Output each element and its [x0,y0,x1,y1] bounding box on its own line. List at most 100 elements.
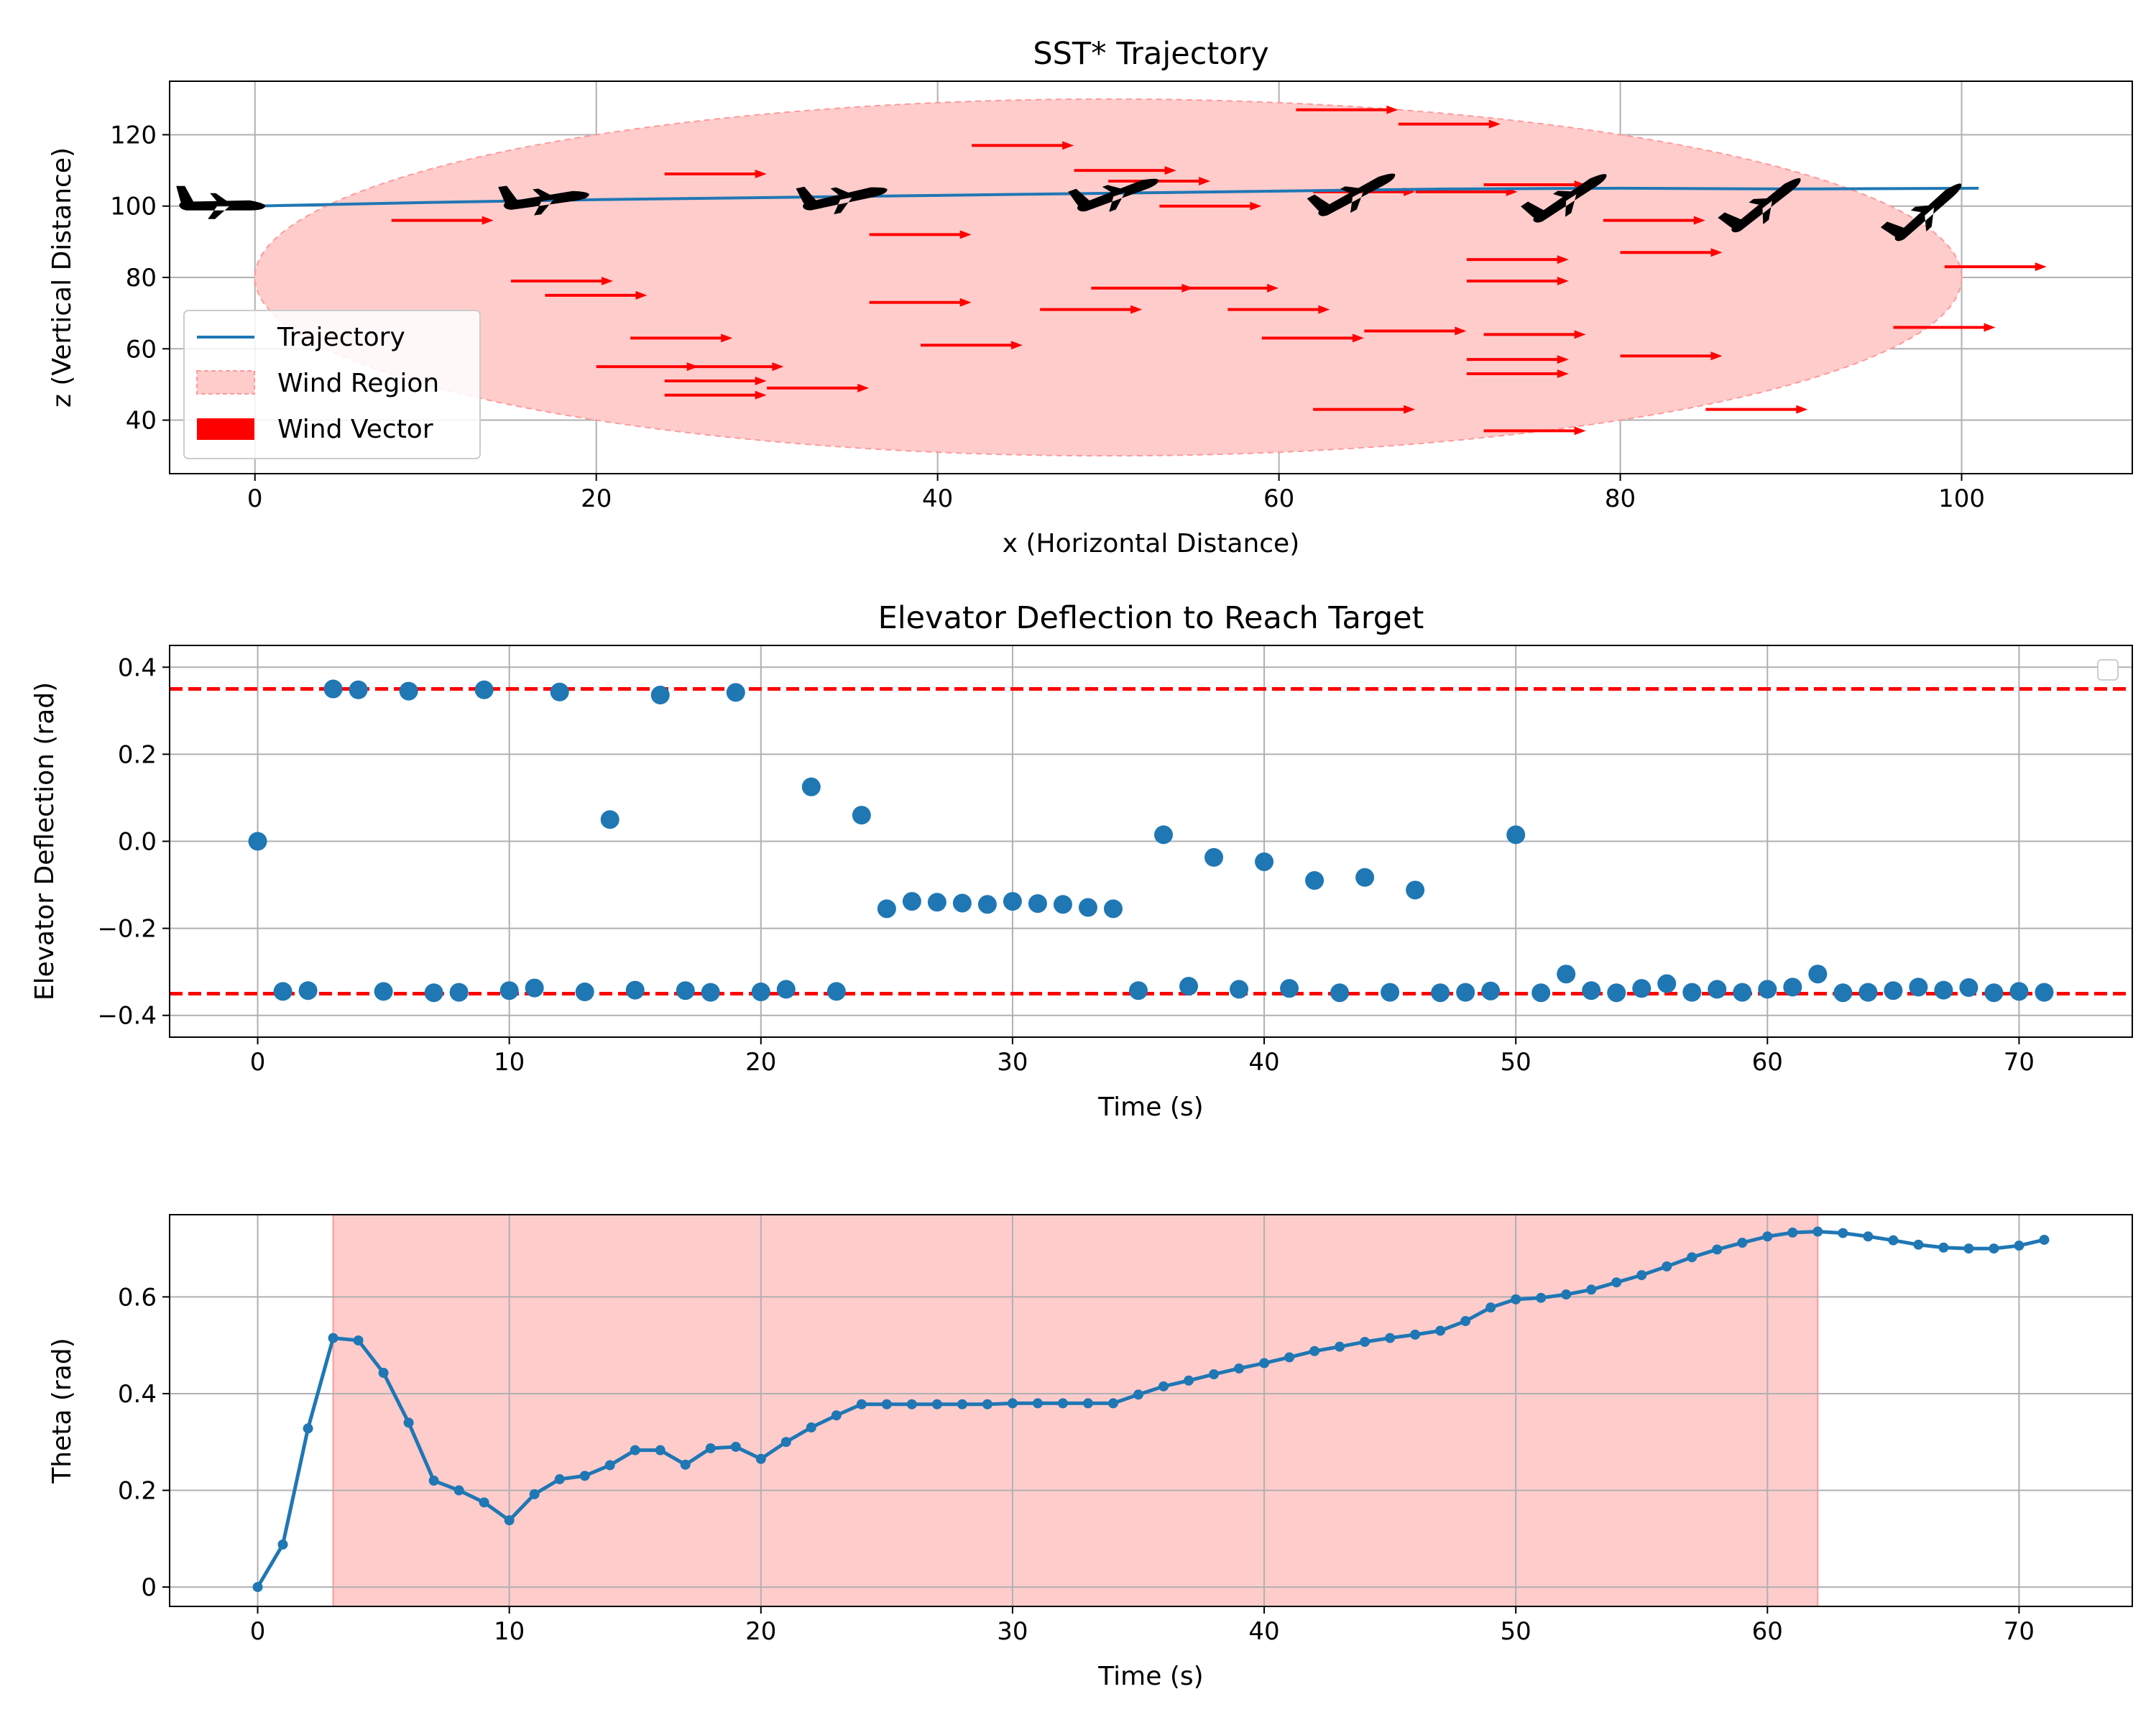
theta-plot: Time (s) Theta (rad) 0 10 20 30 40 50 60 70 0 0.2… [47,1214,2133,1691]
theta-y-tick-label: 0.4 [118,1380,157,1409]
wind-vector-head [1386,105,1399,114]
theta-data-point [1561,1289,1572,1300]
theta-x-tick-label: 20 [745,1617,776,1646]
theta-data-point [906,1399,917,1409]
elevator-data-point [1456,983,1475,1002]
wind-vector-arrow [1176,283,1279,293]
wind-vector-head [1710,351,1723,361]
trajectory-legend: Trajectory Wind Region Wind Vector [183,310,481,459]
elevator-x-tick-label: 0 [250,1048,266,1077]
elevator-data-point [701,983,720,1002]
theta-data-point [2014,1241,2024,1251]
wind-vector-head [721,334,733,343]
elevator-data-point [1833,983,1853,1003]
wind-vector-arrow [1398,119,1501,129]
aircraft-icon [1718,178,1801,233]
aircraft-silhouette [1307,173,1396,216]
wind-vector-head [635,290,648,300]
wind-vector-arrow [1466,369,1569,379]
elevator-data-point [323,679,343,699]
elevator-data-point [1003,892,1022,911]
trajectory-x-axis-label: x (Horizontal Distance) [1003,529,1300,558]
elevator-y-tick-label: 0.4 [118,653,157,682]
elevator-data-point [499,981,519,1000]
theta-data-point [1007,1398,1018,1409]
theta-data-point [957,1399,967,1409]
theta-ticks: 0 10 20 30 40 50 60 70 0 0.2 0.4 0.6 [118,1283,2035,1646]
elevator-data-point [1103,899,1123,919]
elevator-data-point [1481,981,1501,1000]
theta-data-point [630,1445,640,1455]
theta-data-point [1057,1398,1068,1409]
elevator-x-tick-label: 60 [1752,1048,1783,1077]
theta-data-point [479,1497,489,1508]
theta-x-tick-label: 70 [2004,1617,2035,1646]
elevator-data-point [248,832,267,851]
elevator-y-tick-label: 0.2 [118,740,157,769]
theta-x-tick-label: 0 [250,1617,266,1646]
empty-legend-box [2097,659,2119,681]
theta-data-point [378,1368,389,1379]
wind-vector-head [1010,341,1023,350]
elevator-data-point [550,682,569,702]
theta-data-point [1485,1302,1496,1313]
theta-y-axis-label: Theta (rad) [47,1338,77,1484]
wind-vector-arrow [1483,330,1586,339]
elevator-data-point [1330,983,1350,1003]
elevator-data-point [1934,980,1953,1000]
theta-data-point [1963,1243,1974,1254]
elevator-data-point [1959,978,1978,997]
wind-vector-head [1130,305,1143,314]
elevator-x-tick-label: 10 [494,1048,525,1077]
wind-vector-arrow [1074,166,1176,175]
elevator-y-tick-label: −0.4 [97,1002,157,1031]
aircraft-icon [1521,174,1607,223]
theta-data-point [1435,1325,1446,1336]
theta-data-point [1360,1336,1370,1347]
elevator-x-tick-label: 70 [2004,1048,2035,1077]
legend-wind-vector-swatch [197,418,254,440]
theta-y-tick-label: 0.6 [118,1283,157,1312]
wind-vector-arrow [1227,305,1330,314]
wind-vector-arrow [1159,201,1262,211]
trajectory-y-tick-label: 40 [126,407,157,436]
elevator-data-point [1557,965,1576,984]
theta-data-point [277,1539,288,1550]
elevator-data-point [1758,980,1777,999]
theta-data-point [1032,1398,1043,1409]
wind-vector-head [601,276,613,285]
theta-grid [170,1215,2132,1606]
trajectory-y-tick-label: 80 [126,264,157,293]
elevator-data-point [1607,983,1626,1003]
theta-data-point [604,1460,615,1471]
theta-data-point [1611,1277,1622,1288]
elevator-data-point [1531,983,1551,1003]
trajectory-y-tick-label: 120 [110,121,157,150]
wind-vector-arrow [1603,216,1705,225]
elevator-data-point [1078,898,1097,917]
theta-data-point [1335,1341,1345,1352]
wind-vector-head [2035,262,2047,272]
elevator-data-point [1280,979,1299,998]
wind-vector-head [1557,369,1569,379]
elevator-x-tick-label: 30 [997,1048,1028,1077]
elevator-data-point [1053,895,1072,914]
trajectory-y-tick-label: 60 [126,335,157,364]
theta-data-point [680,1459,691,1470]
theta-data-point [1234,1363,1245,1374]
wind-vector-arrow [664,170,767,179]
theta-data-point [655,1445,665,1455]
aircraft-silhouette [176,185,266,219]
theta-data-point [806,1422,816,1433]
theta-data-point [1586,1284,1597,1295]
elevator-data-point [1682,983,1702,1002]
wind-vector-head [772,362,784,372]
theta-data-point [1536,1292,1547,1303]
elevator-data-point [1783,978,1802,997]
elevator-y-tick-label: −0.2 [97,915,157,944]
elevator-data-point [399,681,418,701]
theta-data-point [504,1515,515,1526]
theta-x-tick-label: 40 [1248,1617,1279,1646]
theta-data-point [554,1474,565,1485]
elevator-data-point [927,893,946,912]
